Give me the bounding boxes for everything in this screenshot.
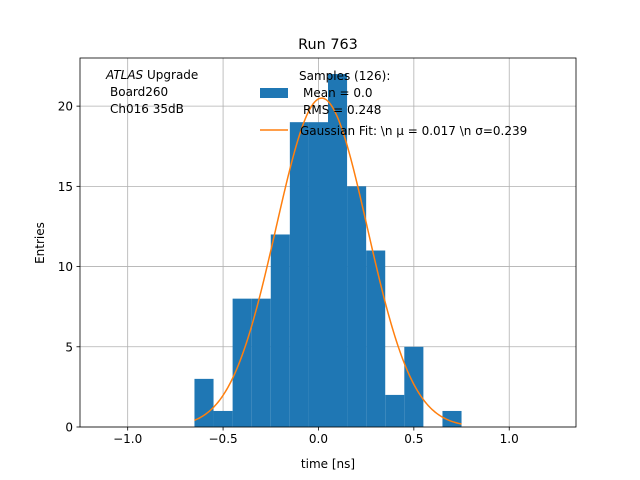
x-tick-label: 0.5 — [404, 432, 423, 446]
y-axis-ticks: 0 5 10 15 20 — [58, 100, 80, 435]
histogram-bar — [385, 394, 405, 427]
annotation-line-3: Ch016 35dB — [110, 102, 184, 116]
histogram-bar — [347, 186, 367, 427]
annotation-upgrade: Upgrade — [143, 68, 198, 82]
gaussian-fit-line — [194, 97, 462, 425]
x-tick-label: 1.0 — [500, 432, 519, 446]
legend: Samples (126): Mean = 0.0 RMS = 0.248 Ga… — [260, 69, 527, 138]
y-tick-label: 0 — [65, 421, 73, 435]
chart-title: Run 763 — [298, 37, 358, 53]
legend-fit-label: Gaussian Fit: \n μ = 0.017 \n σ=0.239 — [300, 124, 527, 138]
histogram-bar — [289, 122, 309, 427]
histogram-bar — [213, 410, 233, 427]
y-tick-label: 15 — [58, 180, 73, 194]
legend-histogram-mean: Mean = 0.0 — [303, 86, 372, 100]
y-tick-label: 20 — [58, 100, 73, 114]
y-tick-label: 10 — [58, 260, 73, 274]
histogram-bar — [270, 234, 290, 427]
legend-histogram-rms: RMS = 0.248 — [303, 103, 381, 117]
x-axis-ticks: −1.0 −0.5 0.0 0.5 1.0 — [113, 427, 519, 446]
histogram-bar — [404, 346, 424, 427]
legend-histogram-label: Samples (126): — [299, 69, 390, 83]
histogram-bar — [308, 122, 328, 427]
x-tick-label: 0.0 — [309, 432, 328, 446]
histogram-bar — [366, 250, 386, 427]
y-tick-label: 5 — [65, 340, 73, 354]
histogram-bar — [194, 378, 214, 427]
histogram-bar — [232, 298, 252, 427]
annotation-atlas: ATLAS — [105, 68, 144, 82]
annotation-line-2: Board260 — [110, 85, 168, 99]
y-axis-label: Entries — [33, 222, 47, 264]
annotation-line-1: ATLAS Upgrade — [105, 68, 198, 82]
x-axis-label: time [ns] — [301, 457, 355, 471]
x-tick-label: −0.5 — [209, 432, 238, 446]
histogram-bar — [251, 298, 271, 427]
legend-histogram-swatch — [260, 88, 288, 98]
plot-frame — [79, 57, 577, 428]
atlas-annotation: ATLAS Upgrade Board260 Ch016 35dB — [105, 68, 198, 116]
histogram-bars — [194, 74, 462, 427]
histogram-bar — [328, 74, 348, 427]
x-tick-label: −1.0 — [113, 432, 142, 446]
